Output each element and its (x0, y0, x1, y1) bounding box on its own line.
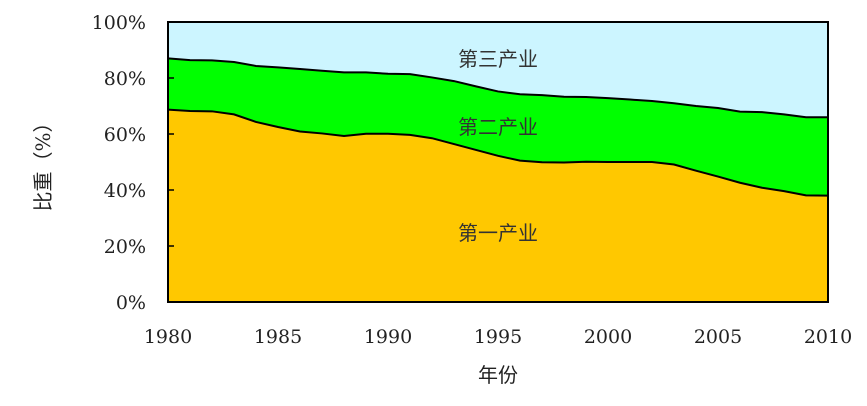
y-tick-label: 0% (116, 292, 146, 314)
x-axis-title: 年份 (478, 363, 518, 387)
area-label-tertiary: 第三产业 (458, 47, 538, 71)
plot-frame (167, 21, 829, 303)
x-tick-label: 1980 (144, 326, 192, 348)
area-secondary (168, 58, 828, 196)
y-tick-label: 100% (92, 12, 146, 34)
x-tick-label: 2005 (694, 326, 742, 348)
y-tick-label: 20% (104, 236, 146, 258)
x-tick-label: 2000 (584, 326, 632, 348)
x-tick-label: 1995 (474, 326, 522, 348)
y-axis-title: 比重（%） (31, 112, 55, 211)
x-tick-label: 1990 (364, 326, 412, 348)
area-label-primary: 第一产业 (458, 221, 538, 245)
x-tick-label: 1985 (254, 326, 302, 348)
boundary-line-primary (167, 108, 829, 197)
area-tertiary (168, 21, 828, 118)
y-tick-label: 60% (104, 124, 146, 146)
area-label-secondary: 第二产业 (458, 115, 538, 139)
y-tick-label: 40% (104, 180, 146, 202)
area-primary (168, 109, 828, 302)
x-tick-label: 2010 (804, 326, 852, 348)
boundary-line-secondary (167, 57, 828, 119)
y-tick-label: 80% (104, 68, 146, 90)
